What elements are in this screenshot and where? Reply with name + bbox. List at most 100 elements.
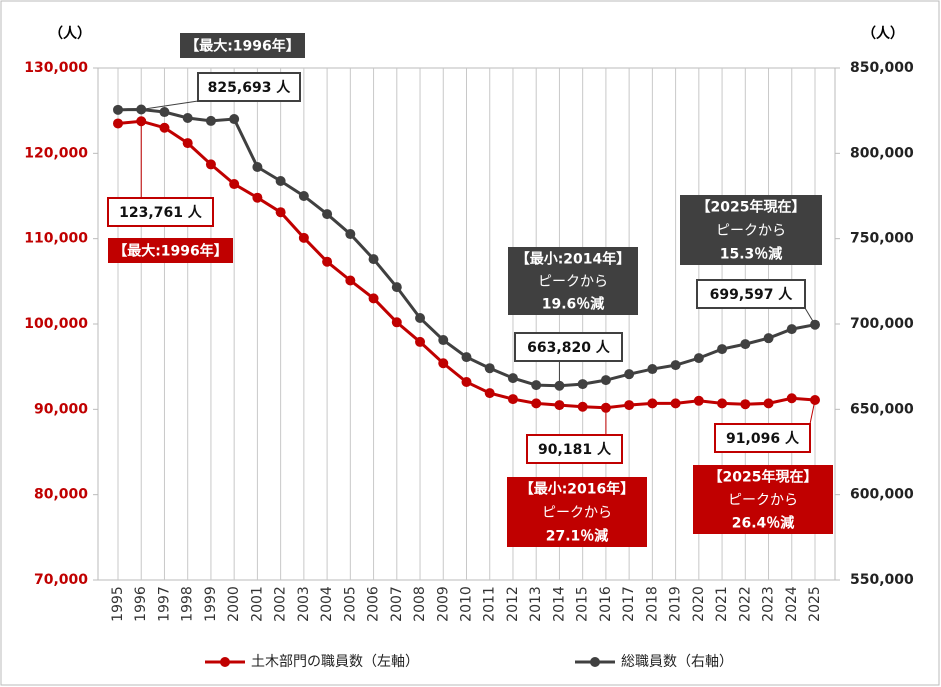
annotation-box	[507, 477, 647, 547]
point	[786, 393, 797, 404]
annotation-text: 【最大:1996年】	[185, 38, 300, 55]
annotation-text: 【2025年現在】	[709, 469, 818, 486]
annotation-text: 19.6％減	[542, 296, 605, 313]
leader-line	[804, 307, 816, 325]
annotation-text: ピークから	[728, 493, 798, 509]
point	[647, 398, 658, 409]
point	[275, 207, 286, 218]
point	[461, 352, 472, 363]
point	[717, 398, 728, 409]
y-tick-label: 120,000	[24, 145, 88, 161]
point	[391, 282, 402, 293]
point	[159, 107, 170, 118]
value-label-box	[107, 197, 214, 227]
y-tick-label: 100,000	[24, 316, 88, 332]
legend-marker	[220, 657, 230, 667]
point	[507, 373, 518, 384]
annotation-text: 27.1％減	[546, 527, 609, 544]
x-tick-label: 1996	[133, 586, 149, 622]
point	[159, 122, 170, 133]
point	[345, 229, 356, 240]
x-tick-label: 2013	[528, 586, 544, 622]
point	[624, 400, 635, 411]
y-tick-label: 90,000	[34, 401, 88, 417]
annotation-box	[508, 247, 638, 315]
y-tick-label: 130,000	[24, 60, 88, 76]
x-tick-label: 2023	[761, 586, 777, 622]
point	[252, 192, 263, 203]
point	[345, 275, 356, 286]
point	[113, 118, 123, 129]
x-tick-label: 2025	[807, 586, 823, 622]
point	[484, 388, 495, 399]
point	[507, 394, 518, 405]
y-tick-label: 70,000	[34, 572, 88, 588]
annotation-text: ピークから	[716, 223, 786, 239]
point	[322, 209, 333, 220]
point	[484, 363, 495, 374]
point	[368, 293, 379, 304]
point	[554, 400, 565, 411]
x-tick-label: 2022	[737, 586, 753, 622]
point	[693, 353, 704, 364]
value-label: 663,820 人	[527, 339, 611, 356]
point	[531, 380, 542, 391]
value-label: 123,761 人	[119, 204, 203, 221]
point	[113, 104, 123, 115]
point	[205, 115, 216, 126]
value-label: 90,181 人	[538, 441, 612, 458]
x-tick-label: 2003	[296, 586, 312, 622]
x-tick-label: 2016	[598, 586, 614, 622]
point	[415, 313, 426, 324]
x-tick-label: 2018	[644, 586, 660, 622]
point	[461, 377, 472, 388]
value-label: 825,693 人	[208, 79, 292, 96]
point	[786, 324, 797, 335]
point	[763, 398, 774, 409]
x-tick-label: 2006	[366, 586, 382, 622]
annotation-box	[680, 195, 822, 265]
x-tick-label: 1999	[203, 586, 219, 622]
annotation-text: ピークから	[542, 505, 612, 521]
point	[577, 379, 588, 390]
x-tick-label: 2002	[273, 586, 289, 622]
x-tick-label: 2005	[342, 586, 358, 622]
point	[531, 398, 542, 409]
annotation-text: 【2025年現在】	[697, 199, 806, 216]
x-tick-label: 2011	[482, 586, 498, 622]
annotation-text: 【最小:2016年】	[520, 481, 635, 498]
point	[298, 191, 309, 201]
point	[763, 333, 774, 344]
x-tick-label: 2017	[621, 586, 637, 622]
x-tick-label: 2020	[691, 586, 707, 622]
legend-marker	[590, 657, 600, 667]
y2-axis-label: （人）	[862, 25, 904, 42]
point	[693, 395, 704, 406]
y-tick-label: 110,000	[24, 231, 88, 247]
x-tick-label: 2008	[412, 586, 428, 622]
y2-tick-label: 600,000	[850, 487, 914, 503]
point	[229, 114, 240, 125]
point	[415, 336, 426, 347]
value-label: 699,597 人	[710, 286, 794, 303]
point	[438, 358, 449, 369]
annotation-text: ピークから	[538, 274, 608, 290]
y2-tick-label: 650,000	[850, 401, 914, 417]
annotation-box	[693, 465, 833, 534]
y2-tick-label: 750,000	[850, 231, 914, 247]
annotation-box	[180, 33, 305, 58]
x-tick-label: 2007	[389, 586, 405, 622]
value-label-box	[526, 434, 623, 464]
y-axis-label: （人）	[49, 25, 91, 42]
point	[717, 344, 728, 355]
point	[670, 398, 681, 409]
legend-label: 土木部門の職員数（左軸）	[251, 654, 419, 670]
x-tick-label: 2021	[714, 586, 730, 622]
annotation-text: 【最大:1996年】	[113, 243, 228, 260]
x-tick-label: 2009	[435, 586, 451, 622]
y2-tick-label: 550,000	[850, 572, 914, 588]
y2-tick-label: 700,000	[850, 316, 914, 332]
x-tick-label: 2010	[459, 586, 475, 622]
